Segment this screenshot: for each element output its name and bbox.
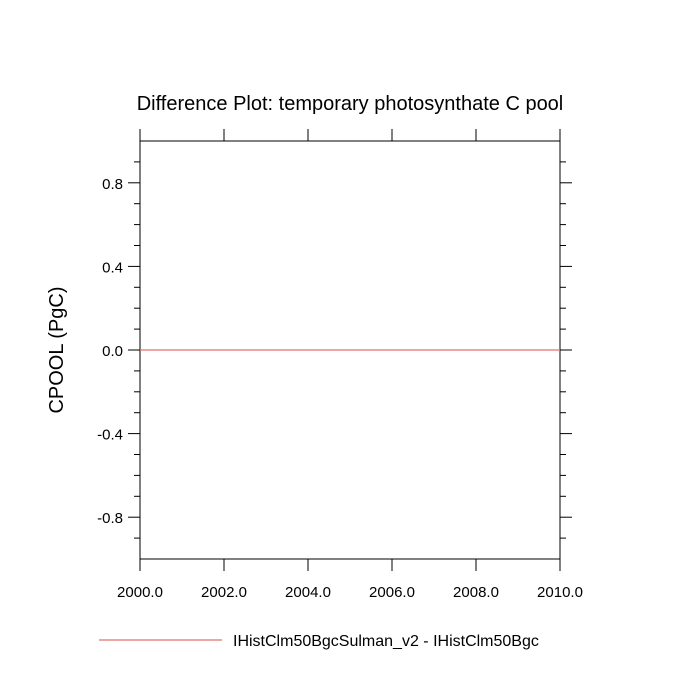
y-tick-label: 0.8: [102, 176, 123, 193]
chart-title: Difference Plot: temporary photosynthate…: [137, 93, 564, 115]
legend: IHistClm50BgcSulman_v2 - IHistClm50Bgc: [99, 633, 539, 650]
x-tick-label: 2004.0: [285, 584, 331, 601]
x-tick-label: 2002.0: [201, 584, 247, 601]
x-tick-label: 2000.0: [117, 584, 163, 601]
x-tick-label: 2010.0: [537, 584, 583, 601]
minor-ticks: [134, 161, 566, 539]
y-tick-label: -0.8: [97, 510, 123, 527]
x-tick-label: 2006.0: [369, 584, 415, 601]
y-axis-label: CPOOL (PgC): [46, 286, 68, 413]
y-tick-label: 0.0: [102, 343, 123, 360]
x-axis: 2000.0 2002.0 2004.0 2006.0 2008.0 2010.0: [117, 129, 583, 601]
y-tick-label: 0.4: [102, 259, 123, 276]
legend-label: IHistClm50BgcSulman_v2 - IHistClm50Bgc: [233, 633, 539, 650]
y-axis: 0.8 0.4 0.0 -0.4 -0.8: [97, 176, 572, 527]
y-tick-label: -0.4: [97, 427, 123, 444]
x-tick-label: 2008.0: [453, 584, 499, 601]
